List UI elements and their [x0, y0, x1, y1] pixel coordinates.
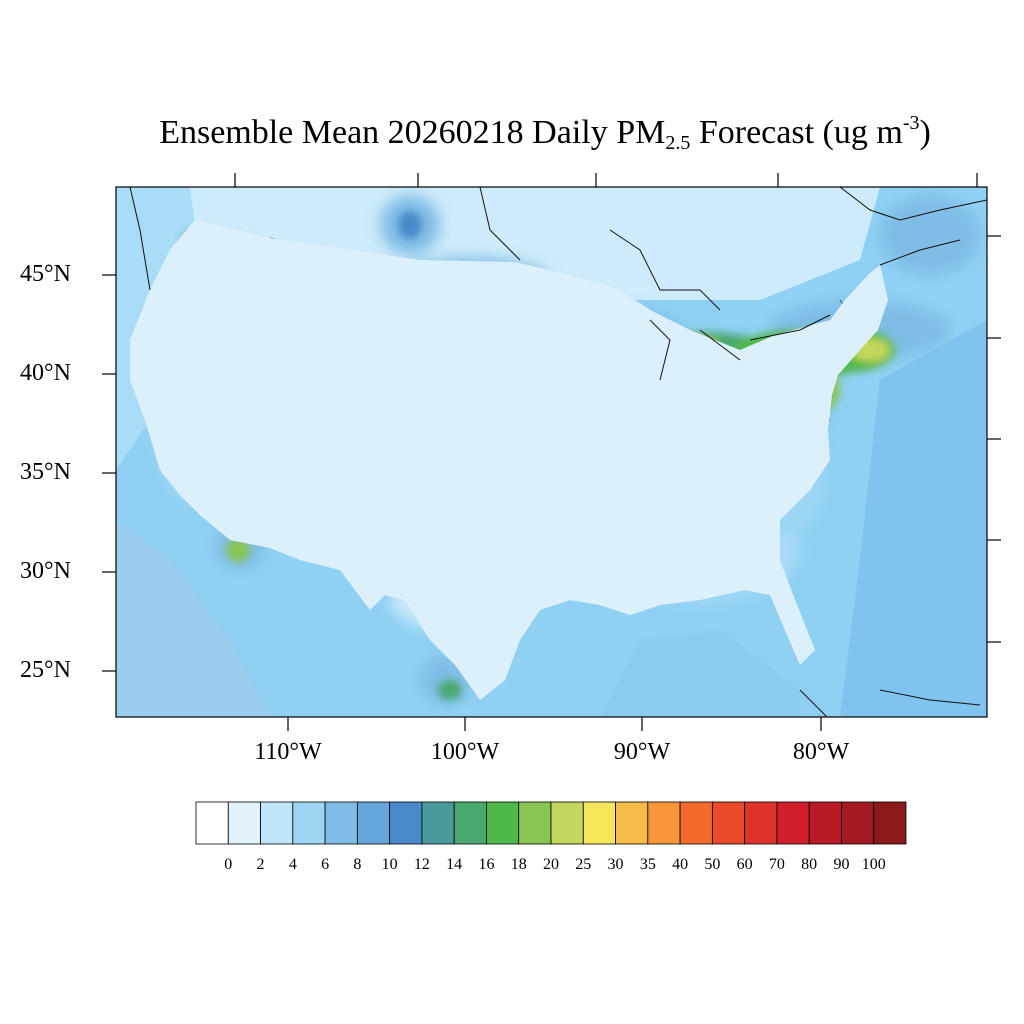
- title-text: Ensemble Mean 20260218 Daily PM: [159, 114, 666, 151]
- colorbar: [195, 801, 907, 845]
- colorbar-swatch: [582, 801, 616, 845]
- colorbar-level-label: 4: [288, 856, 297, 873]
- colorbar-level-label: 70: [768, 856, 785, 873]
- colorbar-level-label: 100: [861, 856, 886, 873]
- chart-title: Ensemble Mean 20260218 Daily PM2.5 Forec…: [0, 112, 1024, 155]
- colorbar-swatch: [647, 801, 681, 845]
- colorbar-level-label: 16: [478, 856, 495, 873]
- title-subscript: 2.5: [665, 132, 691, 154]
- colorbar-level-label: 18: [510, 856, 527, 873]
- colorbar-swatch: [518, 801, 552, 845]
- colorbar-swatch: [873, 801, 907, 845]
- colorbar-swatch: [679, 801, 713, 845]
- colorbar-level-label: 10: [381, 856, 398, 873]
- colorbar-swatch: [841, 801, 875, 845]
- colorbar-level-label: 6: [321, 856, 330, 873]
- colorbar-level-label: 90: [833, 856, 850, 873]
- lat-label-40: 40°N: [20, 360, 71, 386]
- title-superscript: -3: [902, 112, 920, 134]
- colorbar-swatch: [292, 801, 326, 845]
- colorbar-swatch: [615, 801, 649, 845]
- lon-label-90: 90°W: [613, 739, 671, 765]
- lat-label-25: 25°N: [20, 657, 71, 683]
- map-frame: [115, 186, 988, 718]
- tick-marks: [102, 173, 1001, 731]
- map-field: [116, 187, 987, 717]
- pacific-south-region: [116, 520, 270, 717]
- colorbar-level-label: 12: [413, 856, 430, 873]
- colorbar-swatch: [421, 801, 455, 845]
- colorbar-swatch: [550, 801, 584, 845]
- lat-label-45: 45°N: [20, 261, 71, 287]
- gulf-region: [600, 630, 800, 717]
- colorbar-level-label: 40: [672, 856, 689, 873]
- colorbar-swatch: [486, 801, 520, 845]
- colorbar-swatch: [324, 801, 358, 845]
- coastlines: [129, 187, 987, 717]
- colorbar-level-label: 60: [736, 856, 753, 873]
- colorbar-swatch: [808, 801, 842, 845]
- lon-label-100: 100°W: [430, 739, 500, 765]
- colorbar-level-label: 80: [801, 856, 818, 873]
- colorbar-swatch: [356, 801, 391, 845]
- colorbar-level-label: 50: [704, 856, 721, 873]
- colorbar-swatch: [744, 801, 778, 845]
- lat-label-35: 35°N: [20, 459, 71, 485]
- colorbar-level-label: 14: [446, 856, 463, 873]
- colorbar-swatch: [389, 801, 423, 845]
- colorbar-level-label: 30: [607, 856, 624, 873]
- colorbar-level-label: 25: [575, 856, 592, 873]
- canada-region: [190, 187, 880, 300]
- colorbar-level-label: 0: [224, 856, 233, 873]
- atlantic-region: [840, 320, 987, 717]
- lon-label-110: 110°W: [254, 739, 322, 765]
- title-units-text: Forecast (ug m: [690, 114, 903, 151]
- colorbar-level-label: 20: [543, 856, 559, 873]
- colorbar-level-label: 8: [353, 856, 362, 873]
- colorbar-swatch: [195, 801, 229, 845]
- colorbar-level-label: 35: [639, 856, 656, 873]
- colorbar-swatch: [711, 801, 746, 845]
- lat-label-30: 30°N: [20, 558, 71, 584]
- colorbar-swatch: [776, 801, 810, 845]
- title-close-paren: ): [919, 114, 931, 151]
- colorbar-level-label: 2: [256, 856, 265, 873]
- lon-label-80: 80°W: [792, 739, 850, 765]
- colorbar-swatch: [453, 801, 487, 845]
- colorbar-swatch: [260, 801, 294, 845]
- colorbar-swatch: [227, 801, 261, 845]
